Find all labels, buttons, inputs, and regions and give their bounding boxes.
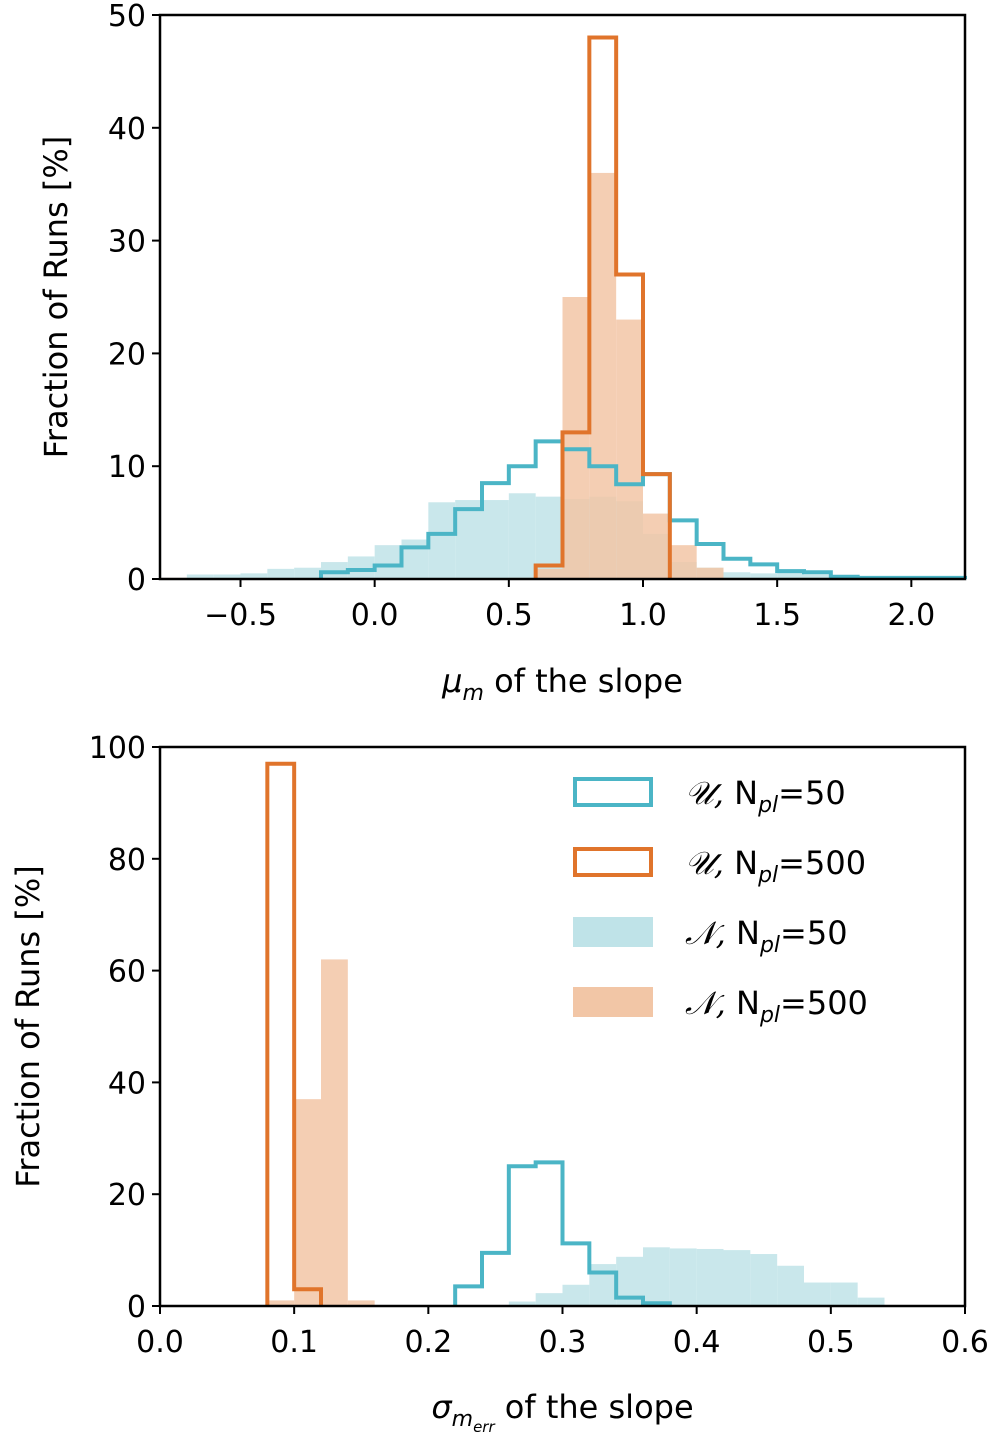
legend-label: 𝒩, Npl=50 xyxy=(685,914,848,958)
hist-bar-cyan-fill xyxy=(186,574,214,579)
bottom-histogram-steps xyxy=(265,761,672,1306)
y-tick-label: 0 xyxy=(127,1290,146,1325)
x-tick-label: 0.3 xyxy=(539,1325,587,1360)
hist-bar-orange-fill xyxy=(589,172,617,580)
bottom-y-axis-label: Fraction of Runs [%] xyxy=(9,865,47,1188)
top-histogram-panel: −0.5 0.0 0.5 1.0 1.5 2.0 0 10 20 30 40 50 μm of th… xyxy=(37,0,967,706)
legend-label: 𝒩, Npl=500 xyxy=(685,984,868,1028)
hist-bar-orange-fill xyxy=(562,297,590,579)
hist-bar-cyan-fill xyxy=(750,1254,778,1306)
hist-bar-orange-fill xyxy=(643,513,670,579)
legend-entry: 𝒩, Npl=500 xyxy=(573,984,868,1028)
hist-step-orange-line xyxy=(265,761,323,1306)
hist-bar-cyan-fill xyxy=(696,1248,724,1306)
x-tick-label: 0.2 xyxy=(404,1325,452,1360)
hist-bar-orange-fill xyxy=(535,568,563,579)
hist-bar-cyan-fill xyxy=(240,573,268,579)
top-y-ticks: 0 10 20 30 40 50 xyxy=(108,0,160,598)
hist-bar-orange-fill xyxy=(616,319,643,579)
hist-bar-cyan-fill xyxy=(643,1247,670,1306)
y-tick-label: 60 xyxy=(108,955,146,990)
hist-bar-orange-fill xyxy=(267,1300,295,1306)
legend-entry: 𝒰, Npl=500 xyxy=(573,844,866,888)
bottom-histogram-panel: 0.0 0.1 0.2 0.3 0.4 0.5 0.6 0 20 40 60 80 100 σmerr… xyxy=(9,731,989,1434)
y-tick-label: 100 xyxy=(89,731,146,766)
legend-label: 𝒰, Npl=500 xyxy=(685,844,866,888)
top-x-axis-label: μm of the slope xyxy=(441,662,683,706)
hist-bar-cyan-fill xyxy=(804,574,831,579)
hist-bar-cyan-fill xyxy=(482,500,509,579)
hist-bar-orange-fill xyxy=(347,1300,375,1306)
x-tick-label: −0.5 xyxy=(204,598,277,633)
y-tick-label: 20 xyxy=(108,337,146,372)
hist-bar-cyan-fill xyxy=(750,573,778,579)
hist-bar-cyan-fill xyxy=(508,493,536,579)
x-tick-label: 2.0 xyxy=(887,598,935,633)
legend-swatch xyxy=(573,847,653,877)
hist-bar-cyan-fill xyxy=(830,1282,858,1306)
bottom-histogram-bars xyxy=(267,959,885,1306)
y-tick-label: 40 xyxy=(108,112,146,147)
x-tick-label: 0.1 xyxy=(270,1325,318,1360)
x-tick-label: 0.0 xyxy=(136,1325,184,1360)
bottom-x-ticks: 0.0 0.1 0.2 0.3 0.4 0.5 0.6 xyxy=(136,1306,989,1360)
y-tick-label: 10 xyxy=(108,450,146,485)
top-x-ticks: −0.5 0.0 0.5 1.0 1.5 2.0 xyxy=(204,579,935,633)
hist-bar-cyan-fill xyxy=(589,1264,617,1306)
hist-bar-cyan-fill xyxy=(669,1248,697,1306)
x-tick-label: 0.5 xyxy=(485,598,533,633)
legend-entry: 𝒩, Npl=50 xyxy=(573,914,848,958)
y-tick-label: 20 xyxy=(108,1178,146,1213)
hist-bar-cyan-fill xyxy=(804,1282,831,1306)
hist-bar-orange-fill xyxy=(696,567,724,579)
hist-step-cyan-line xyxy=(453,1160,672,1306)
hist-bar-cyan-fill xyxy=(455,500,482,579)
y-tick-label: 40 xyxy=(108,1066,146,1101)
top-y-axis-label: Fraction of Runs [%] xyxy=(37,136,75,459)
hist-bar-cyan-fill xyxy=(777,572,804,579)
hist-bar-cyan-fill xyxy=(562,1284,590,1306)
hist-bar-cyan-fill xyxy=(213,574,241,579)
x-tick-label: 1.5 xyxy=(753,598,801,633)
hist-bar-cyan-fill xyxy=(723,1250,751,1306)
y-tick-label: 50 xyxy=(108,0,146,34)
top-plot-frame xyxy=(158,13,967,581)
legend-swatch xyxy=(573,917,653,947)
hist-step-cyan-line xyxy=(319,439,967,580)
hist-bar-cyan-fill xyxy=(294,567,321,579)
legend-swatch xyxy=(573,987,653,1017)
y-tick-label: 0 xyxy=(127,563,146,598)
hist-bar-cyan-fill xyxy=(508,1301,536,1306)
legend-entry: 𝒰, Npl=50 xyxy=(573,774,846,818)
legend-label: 𝒰, Npl=50 xyxy=(685,774,846,818)
bottom-x-axis-label: σmerr of the slope xyxy=(431,1388,693,1434)
hist-bar-cyan-fill xyxy=(374,545,402,579)
hist-bar-cyan-fill xyxy=(777,1265,804,1306)
hist-bar-orange-fill xyxy=(294,1099,321,1306)
hist-bar-orange-fill xyxy=(321,959,348,1306)
hist-bar-cyan-fill xyxy=(535,1293,563,1306)
y-tick-label: 30 xyxy=(108,225,146,260)
top-histogram-bars xyxy=(160,172,965,580)
x-tick-label: 1.0 xyxy=(619,598,667,633)
hist-bar-cyan-fill xyxy=(347,556,375,579)
x-tick-label: 0.5 xyxy=(807,1325,855,1360)
hist-step-orange-line xyxy=(533,35,672,579)
x-tick-label: 0.4 xyxy=(673,1325,721,1360)
hist-bar-cyan-fill xyxy=(723,572,751,579)
top-histogram-steps xyxy=(319,35,967,580)
bottom-y-ticks: 0 20 40 60 80 100 xyxy=(89,731,160,1325)
legend: 𝒰, Npl=50 𝒰, Npl=500 𝒩, Npl=50 𝒩, Npl=500 xyxy=(573,774,868,1028)
x-tick-label: 0.6 xyxy=(941,1325,989,1360)
hist-bar-cyan-fill xyxy=(857,1297,885,1306)
x-tick-label: 0.0 xyxy=(351,598,399,633)
hist-bar-cyan-fill xyxy=(267,568,295,579)
hist-bar-orange-fill xyxy=(669,545,697,579)
hist-bar-cyan-fill xyxy=(428,502,456,579)
y-tick-label: 80 xyxy=(108,843,146,878)
legend-swatch xyxy=(573,777,653,807)
